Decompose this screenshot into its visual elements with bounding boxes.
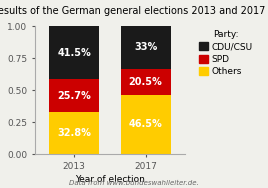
Bar bbox=[49, 79, 99, 112]
Text: 33%: 33% bbox=[134, 42, 157, 52]
Bar bbox=[121, 95, 171, 154]
Text: 41.5%: 41.5% bbox=[57, 48, 91, 58]
Bar bbox=[121, 68, 171, 95]
Text: 32.8%: 32.8% bbox=[57, 128, 91, 138]
Bar bbox=[121, 26, 171, 68]
Text: 20.5%: 20.5% bbox=[129, 77, 162, 87]
Legend: CDU/CSU, SPD, Others: CDU/CSU, SPD, Others bbox=[197, 28, 254, 78]
Y-axis label: Share of votes: Share of votes bbox=[0, 58, 3, 123]
X-axis label: Year of election: Year of election bbox=[75, 175, 145, 184]
Bar bbox=[49, 26, 99, 79]
Text: 46.5%: 46.5% bbox=[129, 119, 162, 129]
Text: Partial results of the German general elections 2013 and 2017: Partial results of the German general el… bbox=[0, 6, 265, 16]
Text: 25.7%: 25.7% bbox=[57, 91, 91, 101]
Bar bbox=[49, 112, 99, 154]
Text: Data from www.bundeswahlleiter.de.: Data from www.bundeswahlleiter.de. bbox=[69, 180, 199, 186]
